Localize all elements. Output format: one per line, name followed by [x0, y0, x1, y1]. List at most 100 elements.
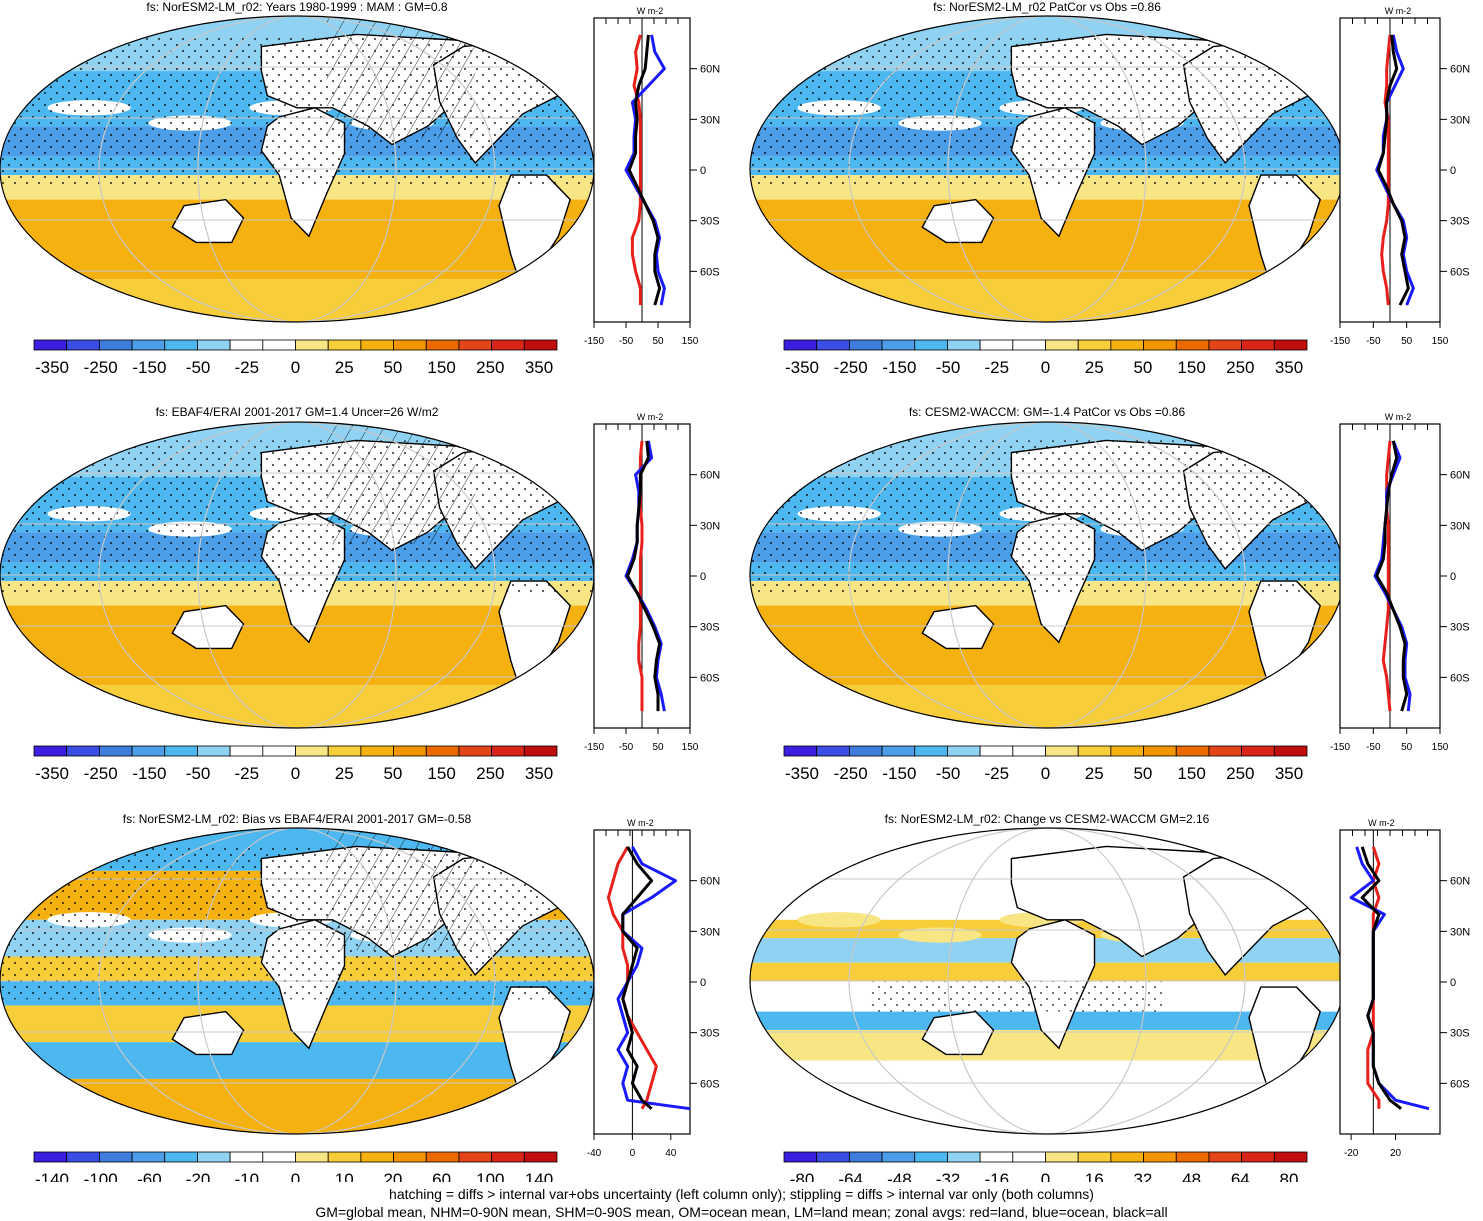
colorbar-cell: [491, 339, 525, 351]
colorbar-cell: [1143, 745, 1177, 757]
colorbar-cell: [491, 1151, 525, 1163]
x-tick-label: -150: [1330, 742, 1350, 753]
map-field: [750, 828, 1344, 1134]
panel-title: fs: NorESM2-LM_r02: Bias vs EBAF4/ERAI 2…: [123, 812, 472, 826]
x-tick-label: 20: [1390, 1148, 1402, 1159]
x-tick-label: -150: [584, 336, 604, 347]
colorbar-label: 50: [383, 358, 402, 377]
colorbar-label: 50: [1133, 358, 1152, 377]
colorbar-label: -48: [887, 1170, 912, 1182]
gridline-lon: [197, 422, 397, 728]
gridline-lon: [947, 828, 1147, 1134]
y-tick-label: 60N: [700, 64, 720, 76]
colorbar-label: 0: [291, 1170, 300, 1182]
y-tick-label: 30S: [1450, 622, 1470, 634]
colorbar-label: 140: [525, 1170, 553, 1182]
x-tick-label: 50: [1401, 742, 1413, 753]
colorbar-cell: [393, 745, 427, 757]
colorbar-cell: [131, 745, 166, 757]
colorbar-cell: [360, 339, 394, 351]
colorbar-label: -140: [35, 1170, 69, 1182]
colorbar-label: 64: [1231, 1170, 1250, 1182]
map-patch: [898, 927, 982, 943]
colorbar-cell: [164, 339, 198, 351]
gridline-lon: [197, 16, 397, 322]
colorbar-label: 25: [335, 764, 354, 783]
series-all: [1360, 846, 1403, 1110]
map-field: [0, 422, 594, 728]
colorbar-label: 50: [1133, 764, 1152, 783]
gridline-lon: [947, 422, 1147, 728]
colorbar-cell: [327, 1151, 362, 1163]
y-tick-label: 60N: [1450, 470, 1470, 482]
colorbar-cell: [164, 1151, 198, 1163]
y-tick-label: 60S: [700, 672, 720, 684]
colorbar-cell: [523, 339, 558, 351]
series-ocean: [624, 34, 666, 306]
colorbar-cell: [1045, 339, 1079, 351]
colorbar-cell: [914, 339, 948, 351]
colorbar-cell: [1045, 745, 1079, 757]
colorbar-cell: [1208, 745, 1243, 757]
y-tick-label: 30S: [700, 1028, 720, 1040]
colorbar-label: 350: [1275, 358, 1303, 377]
colorbar-label: -50: [936, 358, 961, 377]
colorbar-label: -50: [936, 764, 961, 783]
gridline-lon: [98, 828, 496, 1134]
colorbar-cell: [1077, 1151, 1112, 1163]
colorbar-cell: [1273, 745, 1308, 757]
series-all: [1375, 440, 1409, 712]
colorbar-cell: [33, 339, 68, 351]
colorbar-cell: [881, 745, 916, 757]
panel-3: fs: EBAF4/ERAI 2001-2017 GM=1.4 Uncer=26…: [0, 405, 720, 783]
colorbar-cell: [66, 745, 100, 757]
colorbar-label: 50: [383, 764, 402, 783]
x-tick-label: -150: [584, 742, 604, 753]
colorbar-cell: [947, 339, 981, 351]
hatching: [326, 422, 476, 545]
colorbar-label: 0: [291, 764, 300, 783]
colorbar-cell: [393, 1151, 427, 1163]
colorbar-label: 10: [335, 1170, 354, 1182]
stippling: [0, 440, 594, 594]
colorbar-label: 150: [1177, 358, 1205, 377]
map-field: [0, 828, 594, 1134]
colorbar-label: -250: [834, 358, 868, 377]
colorbar-cell: [164, 745, 198, 757]
zonal-unit-label: W m-2: [1368, 818, 1395, 828]
gridline-lon: [848, 16, 1246, 322]
colorbar-cell: [98, 1151, 133, 1163]
x-tick-label: 150: [1432, 336, 1449, 347]
panel-title: fs: NorESM2-LM_r02: Years 1980-1999 : MA…: [146, 0, 447, 14]
zonal-mean-panel: W m-2 -40 0 40 60N 30N 0 30S 60S: [587, 818, 720, 1159]
y-tick-label: 60N: [1450, 64, 1470, 76]
colorbar-label: 60: [432, 1170, 451, 1182]
colorbar-label: 25: [335, 358, 354, 377]
map-band: [750, 685, 1344, 728]
colorbar-cell: [947, 745, 981, 757]
continent-greenland: [522, 839, 566, 872]
colorbar-label: 0: [1041, 358, 1050, 377]
zonal-unit-label: W m-2: [1385, 6, 1412, 16]
colorbar-cell: [1175, 339, 1210, 351]
series-ocean: [1375, 34, 1415, 306]
colorbar-label: 80: [1280, 1170, 1299, 1182]
colorbar-cell: [491, 745, 525, 757]
map-band: [750, 1060, 1344, 1134]
y-tick-label: 30N: [1450, 114, 1470, 126]
y-tick-label: 0: [700, 571, 706, 583]
colorbar-label: -350: [785, 764, 819, 783]
panel-title: fs: NorESM2-LM_r02 PatCor vs Obs =0.86: [933, 0, 1161, 14]
map-band: [0, 279, 594, 322]
y-tick-label: 60S: [1450, 672, 1470, 684]
colorbar-cell: [458, 339, 493, 351]
figure: fs: NorESM2-LM_r02: Years 1980-1999 : MA…: [0, 0, 1470, 1182]
y-tick-label: 30N: [700, 926, 720, 938]
colorbar-cell: [131, 1151, 166, 1163]
zonal-mean-panel: W m-2 -150 -50 50 150 60N 30N 0 30S 60S: [1330, 412, 1470, 753]
x-tick-label: -40: [587, 1148, 602, 1159]
colorbar-cell: [1273, 1151, 1308, 1163]
colorbar-cell: [1241, 339, 1275, 351]
colorbar-label: -64: [838, 1170, 863, 1182]
map-field: [0, 16, 594, 322]
